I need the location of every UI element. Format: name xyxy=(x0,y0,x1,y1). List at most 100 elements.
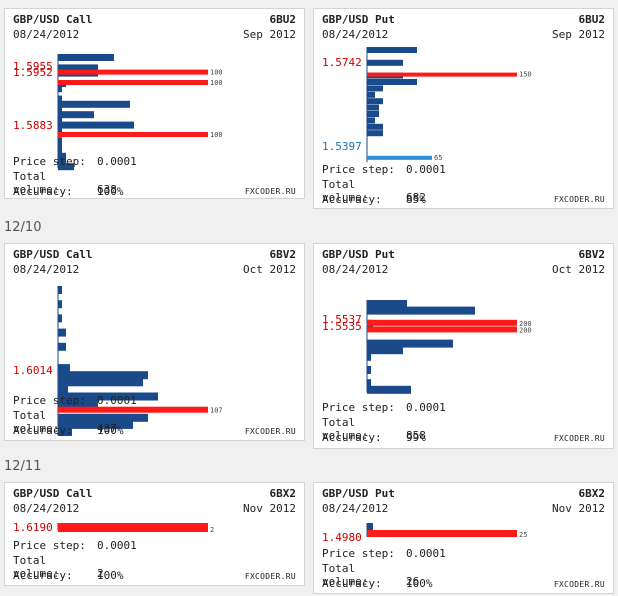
volume-bar xyxy=(58,364,70,373)
total-volume-value: 858 xyxy=(406,429,426,442)
volume-bar xyxy=(58,314,62,323)
contract-code: 6BU2 xyxy=(269,13,297,26)
volume-bar xyxy=(58,106,62,113)
card-date: 08/24/2012 xyxy=(13,28,80,41)
accuracy-row: Accuracy: 100% xyxy=(13,569,124,582)
total-volume-value: 26 xyxy=(406,575,420,588)
volume-bar xyxy=(367,111,379,117)
highlight-value-label: 107 xyxy=(210,407,223,415)
contract-month: Nov 2012 xyxy=(552,502,605,515)
volume-bar xyxy=(367,306,475,315)
option-card-gbpusd-call-6bx2: GBP/USD Call 6BX2 08/24/2012 Nov 2012 2 1… xyxy=(4,482,305,586)
price-step-value: 0.0001 xyxy=(97,155,137,168)
volume-bar xyxy=(367,339,453,348)
accuracy-value: 85% xyxy=(406,193,426,206)
volume-bar xyxy=(367,123,383,130)
volume-bar xyxy=(367,385,411,394)
highlight-value-label: 2 xyxy=(210,526,214,534)
section-label-12-10: 12/10 xyxy=(4,220,42,235)
highlight-value-label: 65 xyxy=(434,154,442,162)
volume-bar xyxy=(58,142,62,150)
card-title: GBP/USD Call xyxy=(13,248,93,261)
highlight-price-label: 1.5883 xyxy=(13,119,53,132)
volume-bar xyxy=(367,352,371,361)
volume-bar xyxy=(367,300,407,308)
highlight-bar xyxy=(58,80,208,85)
price-step-row: Price step: 0.0001 xyxy=(322,163,446,176)
highlight-value-label: 100 xyxy=(210,79,223,87)
volume-bar xyxy=(367,85,383,92)
highlight-bar xyxy=(367,530,517,537)
volume-bar xyxy=(58,399,98,408)
price-step-value: 0.0001 xyxy=(97,539,137,552)
card-date: 08/24/2012 xyxy=(322,263,389,276)
volume-bar xyxy=(58,85,62,93)
brand-label: FXCODER.RU xyxy=(553,195,605,204)
volume-bar xyxy=(367,117,375,124)
card-title: GBP/USD Put xyxy=(322,13,395,26)
total-volume-row: Total volume: 638 xyxy=(13,170,117,196)
volume-bar xyxy=(58,413,148,422)
highlight-value-label: 100 xyxy=(210,69,223,77)
price-step-row: Price step: 0.0001 xyxy=(13,155,137,168)
card-title: GBP/USD Put xyxy=(322,487,395,500)
volume-bar xyxy=(58,137,62,145)
volume-bar xyxy=(58,300,62,309)
volume-chart: 25 1.4980 xyxy=(314,483,615,595)
volume-bar xyxy=(367,346,403,355)
price-step-value: 0.0001 xyxy=(406,401,446,414)
volume-chart: 107 1.6014 xyxy=(5,244,306,442)
price-step-value: 0.0001 xyxy=(97,394,137,407)
volume-bar xyxy=(58,95,62,103)
highlight-price-label: 1.5955 xyxy=(13,60,53,73)
total-volume-row: Total volume: 858 xyxy=(322,416,426,442)
brand-label: FXCODER.RU xyxy=(553,580,605,589)
price-step-row: Price step: 0.0001 xyxy=(322,547,446,560)
total-volume-value: 2 xyxy=(97,567,104,580)
card-date: 08/24/2012 xyxy=(322,502,389,515)
total-volume-value: 437 xyxy=(97,422,117,435)
highlight-price-label: 1.5742 xyxy=(322,56,362,69)
price-step-row: Price step: 0.0001 xyxy=(322,401,446,414)
contract-code: 6BX2 xyxy=(269,487,297,500)
volume-bar xyxy=(367,379,371,388)
option-card-gbpusd-put-6bu2: GBP/USD Put 6BU2 08/24/2012 Sep 2012 150… xyxy=(313,8,614,209)
card-date: 08/24/2012 xyxy=(13,263,80,276)
contract-month: Nov 2012 xyxy=(243,502,296,515)
highlight-price-label: 1.4980 xyxy=(322,531,362,544)
highlight-bar xyxy=(367,319,517,326)
card-date: 08/24/2012 xyxy=(13,502,80,515)
volume-bar xyxy=(367,523,373,532)
volume-bar xyxy=(58,392,158,401)
volume-bar xyxy=(367,366,371,374)
highlight-value-label: 25 xyxy=(519,531,527,539)
volume-bar xyxy=(58,111,94,119)
volume-chart: 100 1.5955 100 1.5952 100 1.5883 xyxy=(5,9,306,200)
brand-label: FXCODER.RU xyxy=(244,572,296,581)
highlight-price-label: 1.5535 xyxy=(322,320,362,333)
accuracy-value: 100% xyxy=(97,185,124,198)
total-volume-row: Total volume: 2 xyxy=(13,554,104,580)
accuracy-value: 99% xyxy=(406,431,426,444)
volume-bar xyxy=(58,371,148,380)
total-volume-row: Total volume: 682 xyxy=(322,178,426,204)
volume-chart: 200 1.5537 200 1.5535 xyxy=(314,244,615,450)
highlight-value-label: 100 xyxy=(210,131,223,139)
brand-label: FXCODER.RU xyxy=(553,434,605,443)
volume-bar xyxy=(58,116,62,124)
volume-chart: 150 1.5742 65 1.5397 xyxy=(314,9,615,210)
volume-bar xyxy=(58,385,68,394)
accuracy-value: 100% xyxy=(97,424,124,437)
volume-bar xyxy=(58,54,114,61)
price-step-value: 0.0001 xyxy=(406,163,446,176)
card-title: GBP/USD Call xyxy=(13,487,93,500)
accuracy-row: Accuracy: 100% xyxy=(322,577,433,590)
contract-code: 6BV2 xyxy=(578,248,606,261)
volume-bar xyxy=(367,91,375,98)
brand-label: FXCODER.RU xyxy=(244,187,296,196)
price-step-row: Price step: 0.0001 xyxy=(13,394,137,407)
highlight-bar xyxy=(367,72,517,77)
contract-code: 6BU2 xyxy=(578,13,606,26)
highlight-price-label: 1.6190 xyxy=(13,521,53,534)
total-volume-value: 682 xyxy=(406,191,426,204)
